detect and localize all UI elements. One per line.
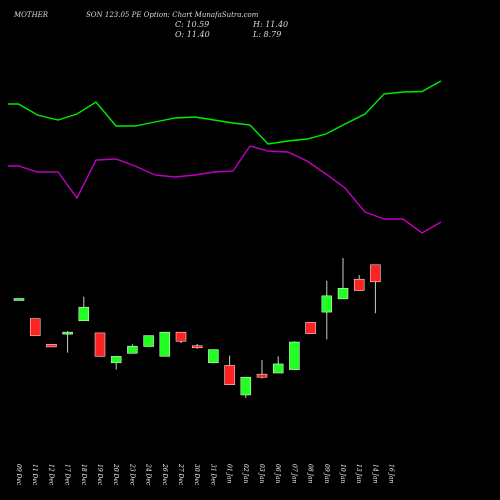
open-value: O: 11.40	[175, 30, 210, 39]
x-tick-label: 23 Dec	[128, 463, 135, 486]
candle-body	[256, 373, 268, 378]
candle	[289, 341, 300, 370]
candle-body	[289, 341, 300, 370]
candle-body	[78, 306, 90, 322]
x-tick-label: 31 Dec	[209, 464, 216, 486]
candle	[208, 349, 219, 364]
candle	[78, 296, 90, 322]
candle-body	[110, 356, 122, 364]
chart-title: SON 123.05 PE Option: Chart MunafaSutra.…	[86, 11, 259, 19]
x-tick-label: 08 Jan	[307, 464, 314, 484]
candle-body	[370, 264, 381, 283]
candle-body	[29, 318, 41, 336]
candle	[159, 331, 171, 357]
candle-body	[191, 345, 203, 349]
candle	[143, 335, 154, 347]
x-tick-label: 16 Jan	[388, 464, 395, 484]
x-tick-label: 13 Jan	[355, 464, 362, 484]
candle-body	[175, 331, 187, 342]
candle	[94, 332, 106, 357]
candle-body	[94, 332, 106, 357]
candle-body	[143, 335, 154, 347]
candles	[13, 258, 381, 398]
x-tick-label: 09 Jan	[323, 464, 330, 484]
symbol-label: MOTHER	[14, 11, 49, 19]
candle-body	[62, 331, 73, 335]
candle	[321, 280, 333, 340]
candle-body	[127, 345, 138, 354]
x-tick-label: 12 Dec	[47, 464, 54, 486]
candle	[13, 298, 25, 301]
candle-body	[272, 363, 284, 374]
candle	[240, 376, 252, 398]
x-tick-label: 06 Jan	[274, 464, 281, 484]
x-tick-label: 27 Dec	[177, 463, 184, 486]
candle	[110, 356, 122, 370]
x-tick-label: 07 Jan	[290, 464, 297, 484]
x-tick-label: 26 Dec	[161, 463, 168, 486]
upper-band-line	[8, 80, 442, 145]
candle	[29, 318, 41, 336]
candle	[46, 344, 57, 348]
x-tick-label: 30 Dec	[193, 464, 200, 486]
x-tick-label: 01 Jan	[226, 464, 233, 484]
x-tick-label: 02 Jan	[242, 464, 249, 484]
lower-band-line	[8, 145, 442, 234]
x-tick-label: 11 Dec	[31, 464, 38, 486]
candle-body	[224, 365, 235, 386]
candle	[127, 344, 138, 354]
x-tick-label: 17 Dec	[64, 464, 71, 486]
candle	[62, 331, 73, 353]
candle	[224, 355, 235, 386]
candle	[175, 331, 187, 344]
candle	[256, 360, 268, 379]
candle	[353, 275, 365, 291]
candle-body	[321, 295, 333, 313]
candle	[191, 343, 203, 349]
close-value: C: 10.59	[175, 20, 210, 29]
candle-body	[208, 349, 219, 364]
x-tick-label: 20 Dec	[112, 463, 119, 486]
x-tick-label: 14 Jan	[371, 464, 378, 484]
candle	[305, 322, 316, 334]
candle-body	[305, 322, 316, 334]
high-value: H: 11.40	[253, 20, 289, 29]
low-value: L: 8.79	[253, 30, 282, 39]
candle	[370, 264, 381, 314]
candle-body	[240, 376, 252, 396]
candle-body	[353, 278, 365, 291]
x-tick-label: 09 Dec	[15, 464, 22, 486]
candle-body	[337, 288, 349, 300]
candle	[337, 258, 349, 300]
candle	[272, 356, 284, 374]
candle-body	[13, 298, 25, 301]
x-tick-label: 19 Dec	[96, 464, 103, 486]
x-tick-label: 24 Dec	[145, 463, 152, 486]
x-axis-labels: 09 Dec 11 Dec 12 Dec 17 Dec 18 Dec 19 Dec 20 D…	[15, 463, 395, 486]
indicator-bands	[8, 80, 442, 234]
candle-body	[159, 331, 171, 357]
x-tick-label: 10 Jan	[339, 464, 346, 484]
x-tick-label: 03 Jan	[258, 464, 265, 484]
x-tick-label: 18 Dec	[80, 464, 87, 486]
candle-body	[46, 344, 57, 348]
